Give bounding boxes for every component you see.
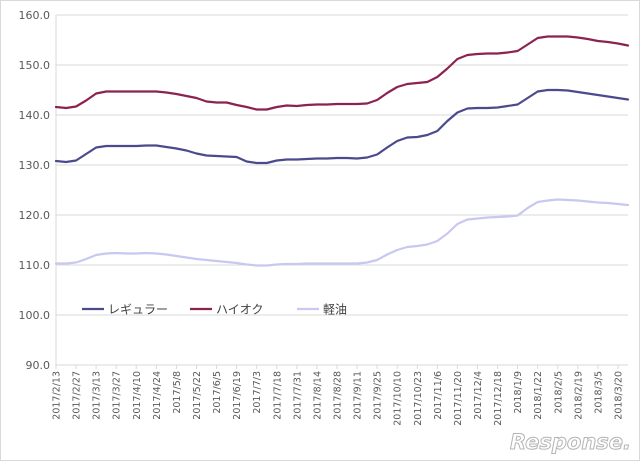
x-tick-label: 2017/6/19 <box>232 371 243 420</box>
x-axis-tick-labels: 2017/2/13 2017/2/27 2017/3/13 2017/3/27 2017… <box>52 371 625 426</box>
y-tick-label: 90.0 <box>26 359 51 372</box>
y-tick-label: 160.0 <box>19 9 51 22</box>
response-logo: Response. <box>510 430 632 455</box>
x-tick-label: 2018/3/20 <box>613 371 624 420</box>
x-tick-label: 2018/1/22 <box>533 371 544 420</box>
gridlines <box>55 14 628 369</box>
x-tick-label: 2017/2/27 <box>72 371 83 420</box>
y-tick-label: 120.0 <box>19 209 51 222</box>
x-tick-label: 2017/9/11 <box>353 371 364 420</box>
x-tick-label: 2018/2/5 <box>553 371 564 414</box>
x-tick-label: 2017/7/3 <box>252 371 263 414</box>
x-tick-label: 2017/8/14 <box>312 371 323 420</box>
x-tick-label: 2017/8/28 <box>332 371 343 420</box>
series-lines <box>54 35 630 267</box>
x-tick-label: 2017/5/22 <box>192 371 203 420</box>
series-line-0 <box>54 88 630 165</box>
x-tick-label: 2017/7/31 <box>292 371 303 420</box>
x-tick-label: 2017/3/27 <box>112 371 123 420</box>
y-tick-label: 140.0 <box>19 109 51 122</box>
legend: レギュラー ハイオク 軽油 <box>82 303 347 317</box>
series-line-1 <box>54 35 630 111</box>
x-tick-label: 2017/2/13 <box>52 371 63 420</box>
y-tick-label: 110.0 <box>19 259 51 272</box>
series-line-2 <box>54 198 630 267</box>
x-tick-label: 2018/2/19 <box>573 371 584 420</box>
x-tick-label: 2018/1/9 <box>513 371 524 414</box>
x-tick-label: 2017/10/10 <box>393 371 404 426</box>
x-tick-label: 2017/7/18 <box>272 371 283 420</box>
x-tick-label: 2017/9/25 <box>373 371 384 420</box>
y-tick-label: 100.0 <box>19 309 51 322</box>
x-tick-label: 2017/12/4 <box>473 371 484 420</box>
legend-label: ハイオク <box>216 303 264 317</box>
y-tick-label: 150.0 <box>19 59 51 72</box>
x-tick-label: 2017/4/24 <box>152 371 163 420</box>
x-tick-label: 2017/3/13 <box>92 371 103 420</box>
x-tick-label: 2017/11/6 <box>433 371 444 420</box>
x-tick-label: 2017/11/20 <box>453 371 464 426</box>
legend-label: 軽油 <box>323 303 347 317</box>
x-tick-label: 2017/12/18 <box>493 371 504 426</box>
x-tick-label: 2017/4/10 <box>132 371 143 420</box>
x-tick-label: 2017/10/23 <box>413 371 424 426</box>
y-axis-tick-labels: 90.0 100.0 110.0 120.0 130.0 140.0 150.0 160.0 <box>19 9 51 372</box>
x-tick-label: 2017/6/5 <box>212 371 223 414</box>
response-logo-text: Response. <box>510 430 631 454</box>
x-tick-label: 2017/5/8 <box>172 371 183 414</box>
legend-label: レギュラー <box>108 303 168 317</box>
x-tick-label: 2018/3/5 <box>593 371 604 414</box>
y-tick-label: 130.0 <box>19 159 51 172</box>
